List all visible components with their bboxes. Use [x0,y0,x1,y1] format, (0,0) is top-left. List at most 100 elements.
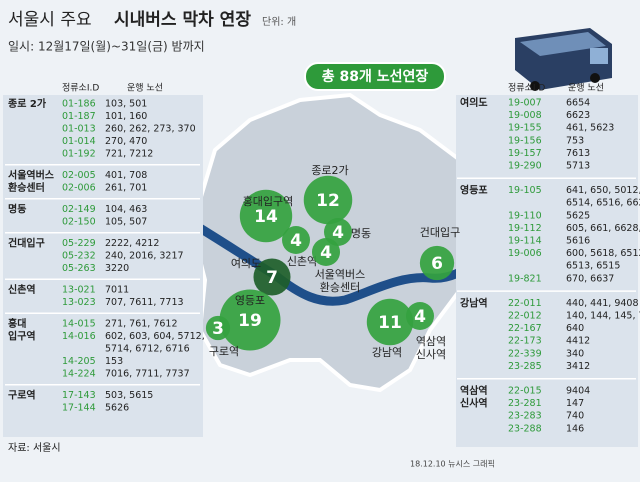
group-name: 신촌역 [8,283,36,296]
stop-id: 23-281 [508,398,542,409]
spot-label: 영등포 [235,294,265,307]
routes: 101, 160 [105,111,147,122]
spot-circle [219,289,281,351]
routes: 7613 [566,148,590,159]
group-name: 서울역버스 [8,169,54,182]
spot-label: 종로2가 [311,164,348,177]
spot-count: 4 [290,231,302,251]
routes: 103, 501 [105,99,147,110]
spot-circle [282,226,310,254]
spot-count: 4 [332,223,344,243]
spot-label: 건대입구 [420,226,460,239]
routes: 5626 [105,403,129,414]
spot-count: 19 [238,311,262,331]
routes: 7016, 7711, 7737 [105,369,190,380]
stop-id: 19-821 [508,273,542,284]
stop-id: 23-285 [508,361,542,372]
routes: 140, 144, 145, 741 [566,311,640,322]
stop-id: 01-187 [62,111,96,122]
routes: 4412 [566,336,590,347]
routes: 6623 [566,110,590,121]
stop-id: 01-013 [62,124,96,135]
group-name: 건대입구 [8,237,45,250]
spot-label: 서울역버스 [315,268,366,281]
routes: 602, 603, 604, 5712, [105,331,205,342]
routes: 153 [105,356,123,367]
stop-id: 23-288 [508,423,542,434]
stop-id: 01-186 [62,99,96,110]
banner-bg [304,62,446,91]
source: 자료: 서울시 [8,442,61,454]
routes: 401, 708 [105,170,147,181]
routes: 240, 2016, 3217 [105,251,184,262]
routes: 340 [566,348,584,359]
stop-id: 14-015 [62,319,96,330]
spot-label: 구로역 [209,345,239,358]
routes: 6654 [566,98,590,109]
group-name: 명동 [8,203,26,216]
title-regular: 서울시 주요 [8,10,92,30]
group-name: 신사역 [460,397,488,410]
header-route: 운행 노선 [127,82,163,94]
stop-id: 22-011 [508,298,542,309]
spot-circle [406,302,434,330]
spot-label: 명동 [351,227,371,240]
routes: 7011 [105,285,129,296]
credit: 18.12.10 뉴시스 그래픽 [410,459,495,469]
spot-count: 3 [212,319,224,339]
group-name: 강남역 [460,296,488,309]
header-id: 정류소I.D [508,83,545,94]
stop-id: 22-167 [508,323,542,334]
group-name: 여의도 [460,96,488,109]
routes: 753 [566,135,584,146]
spot-count: 14 [254,207,278,227]
spot-count: 4 [414,307,426,327]
spot-count: 7 [266,268,278,288]
routes: 3220 [105,263,129,274]
left-panel [3,95,203,437]
spot-circle [303,175,353,225]
spot-count: 4 [320,243,332,263]
header-id: 정류소I.D [62,83,99,94]
stop-id: 17-143 [62,390,96,401]
routes: 9404 [566,386,590,397]
stop-id: 13-021 [62,285,96,296]
routes: 5714, 6712, 6716 [105,344,190,355]
stop-id: 19-110 [508,210,542,221]
date: 일시: 12월17일(월)~31일(금) 밤까지 [8,40,205,54]
spot-circle [419,245,455,281]
group-name: 환승센터 [8,181,45,194]
spot-count: 11 [378,313,402,333]
routes: 270, 470 [105,136,147,147]
stop-id: 19-006 [508,248,542,259]
routes: 440, 441, 9408 [566,298,639,309]
routes: 670, 6637 [566,273,614,284]
spot-circle [366,298,414,346]
stop-id: 23-283 [508,411,542,422]
spot-circle [239,189,293,243]
routes: 605, 661, 6628, 6631 [566,223,640,234]
stop-id: 19-155 [508,123,542,134]
routes: 261, 701 [105,183,147,194]
spot-circle [312,238,340,266]
right-panel [456,95,638,447]
routes: 600, 5618, 6512, [566,248,640,259]
stop-id: 19-290 [508,161,542,172]
stop-id: 19-157 [508,148,542,159]
routes: 147 [566,398,584,409]
routes: 260, 262, 273, 370 [105,124,196,135]
stop-id: 22-015 [508,386,542,397]
stop-id: 19-105 [508,185,542,196]
stop-id: 19-114 [508,236,542,247]
routes: 461, 5623 [566,123,614,134]
stop-id: 02-149 [62,204,96,215]
routes: 640 [566,323,584,334]
routes: 740 [566,411,584,422]
stop-id: 17-144 [62,403,96,414]
routes: 104, 463 [105,204,147,215]
group-name: 영등포 [460,184,488,197]
stop-id: 01-014 [62,136,96,147]
title-bold: 시내버스 막차 연장 [114,10,251,30]
spot-label: 신촌역 [287,255,317,268]
